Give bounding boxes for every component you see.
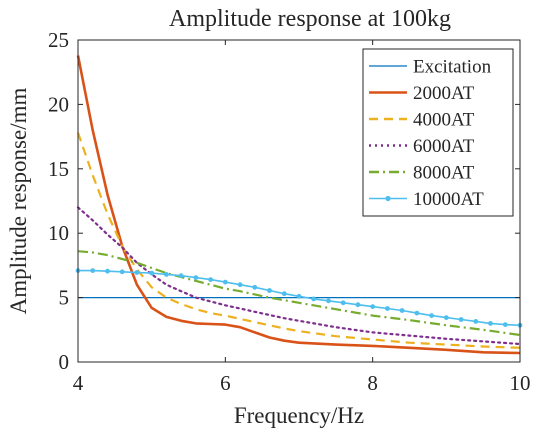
series-point-10000at <box>473 319 479 324</box>
series-point-10000at <box>149 270 155 276</box>
x-axis-label: Frequency/Hz <box>234 403 364 428</box>
series-point-10000at <box>222 279 228 285</box>
series-point-10000at <box>502 322 508 327</box>
y-tick-label: 20 <box>48 92 69 116</box>
series-point-10000at <box>443 315 449 320</box>
series-line-8000at <box>77 250 521 337</box>
legend-label-4000at: 4000AT <box>413 110 475 131</box>
x-tick-label: 6 <box>220 371 231 395</box>
series-line-2000at <box>76 55 521 355</box>
legend-marker <box>385 195 391 202</box>
y-tick-label: 0 <box>59 350 70 374</box>
series-point-10000at <box>164 272 169 277</box>
series-point-10000at <box>370 304 376 309</box>
series-point-10000at <box>488 321 493 326</box>
x-tick-label: 4 <box>73 371 84 395</box>
series-point-10000at <box>458 317 464 322</box>
series-point-10000at <box>281 291 287 297</box>
x-tick-label: 10 <box>510 371 531 395</box>
series-point-10000at <box>134 270 140 275</box>
series-point-10000at <box>414 310 420 316</box>
x-tick-label: 8 <box>367 371 378 395</box>
series-point-10000at <box>252 284 258 290</box>
legend-label-excitation: Excitation <box>413 57 492 78</box>
series-point-10000at <box>178 273 184 279</box>
legend-label-2000at: 2000AT <box>413 83 475 104</box>
y-tick-label: 5 <box>59 286 70 310</box>
series-point-10000at <box>237 282 243 288</box>
plot-layer <box>75 55 523 355</box>
series-point-10000at <box>208 277 214 282</box>
series-point-10000at <box>193 275 199 280</box>
series-line-4000at <box>76 132 521 349</box>
plot-frame <box>77 39 521 363</box>
series-point-10000at <box>385 306 390 311</box>
chart-title: Amplitude response at 100kg <box>169 6 451 32</box>
y-tick-label: 15 <box>48 157 69 181</box>
series-point-10000at <box>105 268 110 274</box>
series-point-10000at <box>399 308 405 313</box>
y-tick-label: 25 <box>48 28 69 52</box>
legend-label-8000at: 8000AT <box>413 163 475 184</box>
y-tick-label: 10 <box>48 221 69 245</box>
series-point-10000at <box>355 302 361 308</box>
series-point-10000at <box>296 293 302 299</box>
y-axis-label: Amplitude response/mm <box>6 88 31 315</box>
legend: Excitation 2000AT 4000AT 6000AT 8000AT 10000A… <box>362 48 514 217</box>
series-point-10000at <box>326 298 331 304</box>
series-line-6000at <box>76 206 522 346</box>
series-point-10000at <box>119 269 125 275</box>
legend-label-10000at: 10000AT <box>413 189 484 210</box>
series-point-10000at <box>267 288 272 293</box>
axis-layer: 4 6 8 10 0 5 10 15 20 25 <box>48 28 531 395</box>
series-point-10000at <box>90 268 96 273</box>
legend-box <box>362 48 514 217</box>
series-point-10000at <box>429 313 434 318</box>
series-point-10000at <box>311 296 317 302</box>
series-point-10000at <box>340 300 346 306</box>
legend-label-6000at: 6000AT <box>413 136 475 157</box>
